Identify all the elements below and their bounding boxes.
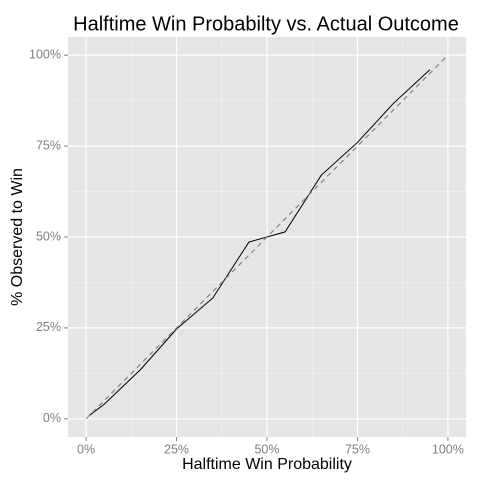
x-tick-label: 100% <box>432 442 464 456</box>
x-tick-label: 0% <box>77 442 95 456</box>
y-tick-label: 25% <box>36 320 61 334</box>
x-tick-label: 75% <box>345 442 370 456</box>
x-tick-label: 50% <box>254 442 279 456</box>
series-line <box>89 69 431 416</box>
chart-title: Halftime Win Probabilty vs. Actual Outco… <box>73 13 459 35</box>
y-tick-label: 75% <box>36 138 61 152</box>
y-tick-label: 100% <box>29 47 61 61</box>
y-tick-label: 0% <box>43 411 61 425</box>
y-tick-label: 50% <box>36 229 61 243</box>
x-tick-label: 25% <box>164 442 189 456</box>
series-line <box>85 54 449 420</box>
y-axis-title: % Observed to Win <box>9 168 26 306</box>
x-axis-title: Halftime Win Probability <box>182 456 352 473</box>
